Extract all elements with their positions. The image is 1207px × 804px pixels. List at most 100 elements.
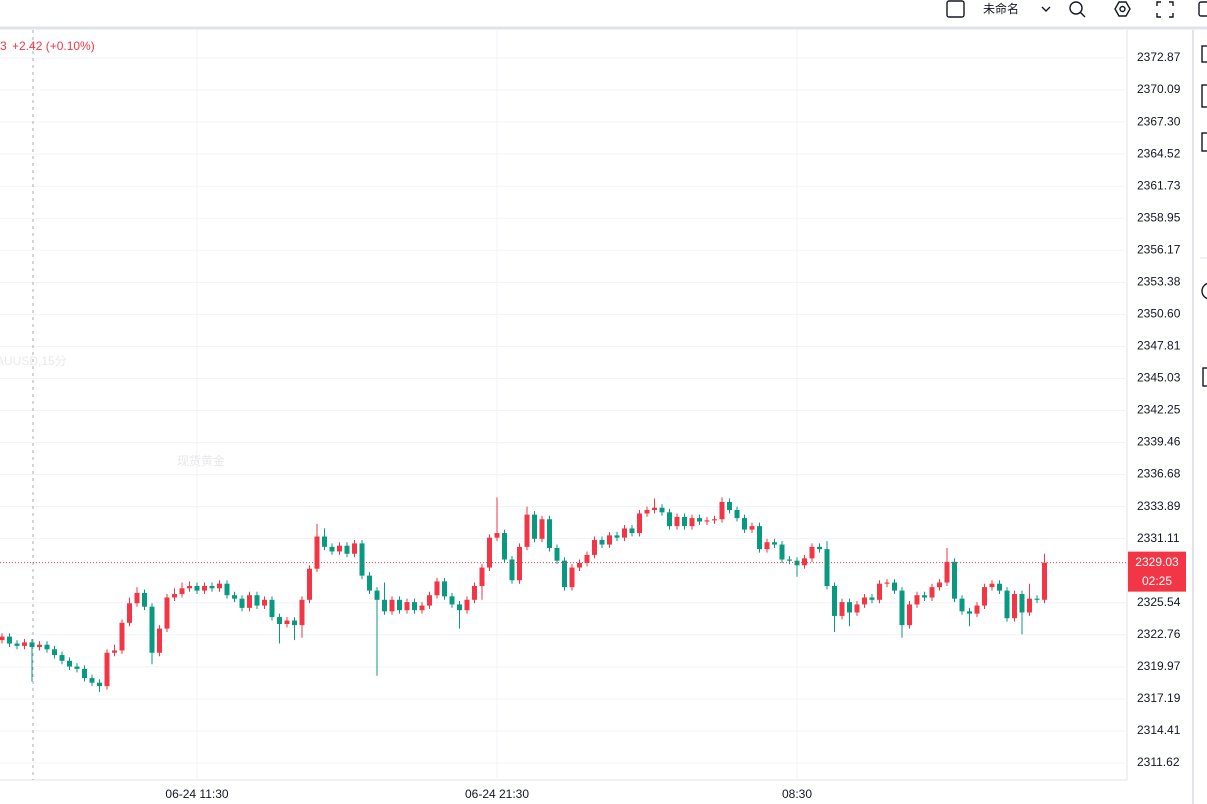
- candle-body: [1019, 594, 1025, 613]
- layout-dropdown[interactable]: [1041, 6, 1051, 12]
- candle-body: [1042, 562, 1047, 600]
- candle-body: [112, 650, 117, 653]
- candle-body: [427, 595, 432, 606]
- y-tick-label: 2319.97: [1137, 659, 1181, 673]
- candle-body: [97, 682, 102, 687]
- candle-body: [277, 617, 282, 624]
- candle-body: [517, 546, 522, 581]
- candle-body: [337, 545, 342, 552]
- candle-body: [952, 561, 957, 599]
- candle-body: [532, 514, 537, 539]
- legend-change: +2.42 (+0.10%): [12, 39, 95, 53]
- candle-body: [974, 605, 980, 614]
- candle-body: [539, 519, 545, 539]
- y-tick-label: 2311.62: [1137, 755, 1180, 769]
- layout-name[interactable]: 未命名: [983, 1, 1019, 16]
- candle-body: [959, 598, 965, 612]
- watermark-name: 现货黄金: [177, 453, 225, 468]
- candle-body: [464, 599, 470, 611]
- candle-body: [404, 602, 410, 611]
- y-tick-label: 2325.54: [1137, 595, 1181, 609]
- candle-body: [269, 599, 275, 618]
- candle-body: [314, 536, 320, 569]
- candle-body: [442, 581, 447, 597]
- candle-body: [209, 585, 215, 589]
- candle-body: [569, 567, 575, 588]
- candle-body: [502, 533, 507, 560]
- candle-body: [352, 543, 357, 554]
- candle-body: [824, 549, 830, 586]
- candle-body: [659, 507, 665, 513]
- candle-body: [982, 587, 987, 606]
- candle-body: [989, 583, 995, 588]
- candle-body: [397, 599, 402, 611]
- candle-body: [524, 514, 530, 547]
- candle-body: [1004, 590, 1010, 619]
- y-tick-label: 2356.17: [1137, 242, 1181, 256]
- candle-body: [734, 510, 740, 519]
- candle-body: [119, 622, 125, 651]
- calendar-icon[interactable]: [1201, 132, 1207, 152]
- candle-body: [997, 583, 1002, 591]
- snapshot-icon[interactable]: [1198, 1, 1207, 17]
- candle-body: [652, 507, 657, 511]
- layout-checkbox[interactable]: [946, 0, 965, 18]
- candle-body: [509, 559, 515, 581]
- top-toolbar: [0, 0, 1207, 27]
- candle-body: [157, 628, 162, 653]
- candle-body: [892, 582, 897, 591]
- ideas-icon[interactable]: [1201, 282, 1207, 300]
- fullscreen-icon[interactable]: [1156, 1, 1174, 18]
- candle-body: [802, 558, 807, 566]
- candle-body: [742, 518, 747, 530]
- candle-body: [172, 594, 177, 598]
- candle-body: [869, 597, 875, 600]
- candle-body: [562, 560, 567, 588]
- candle-body: [637, 513, 642, 534]
- candle-body: [389, 599, 395, 612]
- watchlist-icon[interactable]: [1201, 45, 1207, 63]
- candle-body: [1012, 594, 1017, 619]
- last-price-box: [1128, 551, 1186, 592]
- notes-icon[interactable]: [1202, 367, 1207, 387]
- candle-body: [127, 603, 132, 623]
- candle-body: [202, 585, 207, 591]
- alerts-icon[interactable]: [1201, 84, 1207, 108]
- candle-body: [487, 537, 492, 568]
- y-tick-label: 2370.09: [1137, 82, 1181, 96]
- candle-body: [862, 597, 867, 605]
- settings-icon[interactable]: [1114, 1, 1131, 17]
- y-tick-label: 2367.30: [1137, 114, 1181, 128]
- candle-body: [292, 620, 297, 626]
- candle-body: [374, 590, 380, 600]
- candle-body: [194, 585, 200, 591]
- x-tick-label: 06-24 21:30: [465, 787, 529, 801]
- candle-body: [322, 536, 327, 547]
- candle-body: [104, 652, 110, 687]
- candle-body: [367, 575, 372, 591]
- candle-body: [667, 512, 672, 527]
- candle-body: [697, 518, 702, 522]
- y-tick-label: 2317.19: [1137, 691, 1181, 705]
- candle-body: [832, 585, 837, 616]
- candle-body: [907, 604, 912, 626]
- candle-body: [449, 596, 455, 605]
- candle-body: [577, 562, 582, 568]
- candle-body: [772, 542, 777, 545]
- candle-body: [629, 528, 635, 534]
- search-icon[interactable]: [1069, 1, 1086, 18]
- candle-body: [82, 668, 87, 679]
- y-tick-label: 2322.76: [1137, 627, 1181, 641]
- candle-body: [727, 501, 732, 511]
- y-tick-label: 2314.41: [1137, 723, 1181, 737]
- candle-body: [922, 595, 927, 598]
- candle-body: [419, 605, 425, 611]
- candle-body: [457, 604, 462, 611]
- candle-body: [817, 546, 822, 550]
- y-tick-label: 2350.60: [1137, 306, 1181, 320]
- candle-body: [22, 642, 27, 646]
- candle-body: [247, 595, 252, 608]
- candle-body: [794, 560, 800, 566]
